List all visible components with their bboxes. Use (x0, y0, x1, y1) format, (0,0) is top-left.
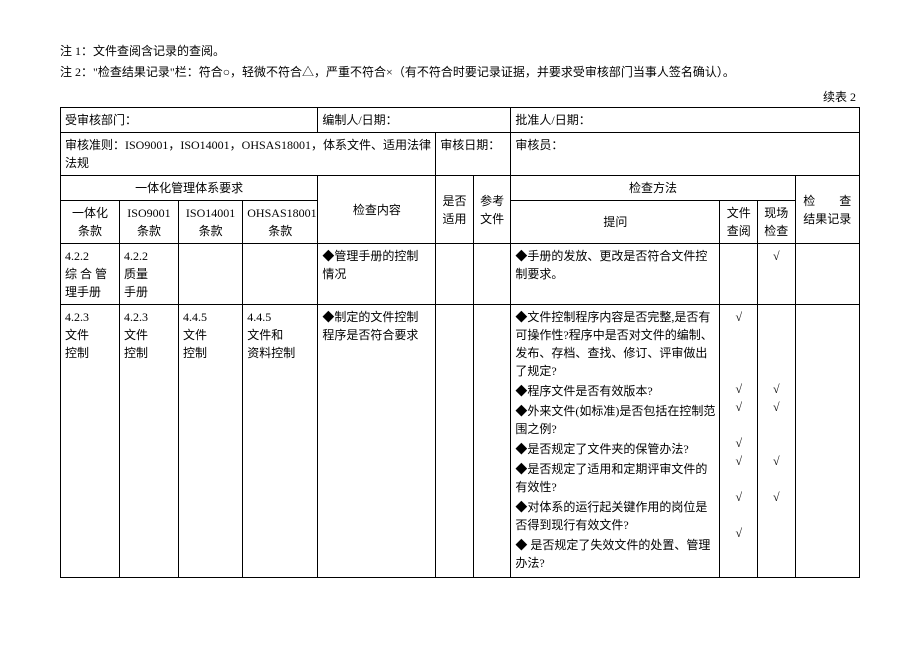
col-method-group: 检查方法 (511, 176, 795, 201)
cell-applicable (436, 305, 474, 578)
header-row-1: 受审核部门： 编制人/日期： 批准人/日期： (61, 108, 860, 133)
question-item: ◆对体系的运行起关键作用的岗位是否得到现行有效文件? (515, 498, 715, 534)
col-content: 检查内容 (318, 176, 436, 244)
approver-label: 批准人/日期： (515, 113, 590, 127)
col-question: 提问 (511, 201, 720, 244)
doc-mark: √ (724, 488, 753, 524)
cell-site-review: √ (758, 244, 796, 305)
doc-mark: √ (724, 380, 753, 398)
col-iso9001: ISO9001条款 (119, 201, 178, 244)
auditor-label: 审核员： (515, 138, 563, 152)
cell-ohsas: 4.4.5文件和资料控制 (243, 305, 318, 578)
notes-block: 注 1：文件查阅含记录的查阅。 注 2："检查结果记录"栏：符合○，轻微不符合△… (60, 42, 860, 82)
site-mark: √ (762, 398, 791, 434)
col-result: 检 查结果记录 (795, 176, 859, 244)
cell-result (795, 244, 859, 305)
cell-refdoc (473, 244, 511, 305)
dept-label: 受审核部门： (65, 113, 137, 127)
criteria-cell: 审核准则：ISO9001，ISO14001，OHSAS18001，体系文件、适用… (61, 133, 436, 176)
approver-cell: 批准人/日期： (511, 108, 860, 133)
col-site-review: 现场检查 (758, 201, 796, 244)
cell-questions: ◆手册的发放、更改是否符合文件控制要求。 (511, 244, 720, 305)
cell-iso14001: 4.4.5文件控制 (178, 305, 242, 578)
doc-mark: √ (724, 524, 753, 560)
cell-refdoc (473, 305, 511, 578)
doc-mark: √ (724, 398, 753, 434)
audit-table: 受审核部门： 编制人/日期： 批准人/日期： 审核准则：ISO9001，ISO1… (60, 107, 860, 578)
note-2: 注 2："检查结果记录"栏：符合○，轻微不符合△，严重不符合×（有不符合时要记录… (60, 63, 860, 82)
cell-doc-review (720, 244, 758, 305)
question-item: ◆外来文件(如标准)是否包括在控制范围之例? (515, 402, 715, 438)
col-ohsas: OHSAS18001条款 (243, 201, 318, 244)
audit-date-label: 审核日期： (440, 138, 500, 152)
site-mark (762, 434, 791, 452)
question-item: ◆文件控制程序内容是否完整,是否有可操作性?程序中是否对文件的编制、发布、存档、… (515, 308, 715, 380)
site-mark: √ (762, 380, 791, 398)
site-mark: √ (762, 488, 791, 524)
question-item: ◆程序文件是否有效版本? (515, 382, 715, 400)
cell-iso14001 (178, 244, 242, 305)
editor-cell: 编制人/日期： (318, 108, 511, 133)
cell-iso9001: 4.2.3文件控制 (119, 305, 178, 578)
site-mark (762, 524, 791, 560)
doc-mark (724, 247, 753, 283)
cell-applicable (436, 244, 474, 305)
audit-date-cell: 审核日期： (436, 133, 511, 176)
cell-iso9001: 4.2.2质量手册 (119, 244, 178, 305)
table-row: 4.2.2综 合 管理手册4.2.2质量手册 ◆管理手册的控制情况 ◆手册的发放、更… (61, 244, 860, 305)
cell-content: ◆制定的文件控制程序是否符合要求 (318, 305, 436, 578)
col-header-row-1: 一体化管理体系要求 检查内容 是否适用 参考文件 检查方法 检 查结果记录 (61, 176, 860, 201)
cell-site-review: √√√√ (758, 305, 796, 578)
site-mark: √ (762, 247, 791, 283)
cell-doc-review: √√√√√√√ (720, 305, 758, 578)
cell-result (795, 305, 859, 578)
col-applicable: 是否适用 (436, 176, 474, 244)
col-refdoc: 参考文件 (473, 176, 511, 244)
question-item: ◆ 是否规定了失效文件的处置、管理办法? (515, 536, 715, 572)
site-mark (762, 308, 791, 380)
header-row-2: 审核准则：ISO9001，ISO14001，OHSAS18001，体系文件、适用… (61, 133, 860, 176)
dept-cell: 受审核部门： (61, 108, 318, 133)
doc-mark: √ (724, 434, 753, 452)
continuation-label: 续表 2 (60, 88, 856, 105)
cell-questions: ◆文件控制程序内容是否完整,是否有可操作性?程序中是否对文件的编制、发布、存档、… (511, 305, 720, 578)
question-item: ◆是否规定了适用和定期评审文件的有效性? (515, 460, 715, 496)
cell-integrated: 4.2.3文件控制 (61, 305, 120, 578)
doc-mark: √ (724, 452, 753, 488)
col-integrated: 一体化条款 (61, 201, 120, 244)
question-item: ◆手册的发放、更改是否符合文件控制要求。 (515, 247, 715, 283)
col-iso14001: ISO14001条款 (178, 201, 242, 244)
cell-content: ◆管理手册的控制情况 (318, 244, 436, 305)
cell-integrated: 4.2.2综 合 管理手册 (61, 244, 120, 305)
doc-mark: √ (724, 308, 753, 380)
editor-label: 编制人/日期： (322, 113, 397, 127)
table-row: 4.2.3文件控制4.2.3文件控制4.4.5文件控制4.4.5文件和资料控制◆… (61, 305, 860, 578)
site-mark: √ (762, 452, 791, 488)
question-item: ◆是否规定了文件夹的保管办法? (515, 440, 715, 458)
auditor-cell: 审核员： (511, 133, 860, 176)
note-1: 注 1：文件查阅含记录的查阅。 (60, 42, 860, 61)
cell-ohsas (243, 244, 318, 305)
col-doc-review: 文件查阅 (720, 201, 758, 244)
col-group-req: 一体化管理体系要求 (61, 176, 318, 201)
